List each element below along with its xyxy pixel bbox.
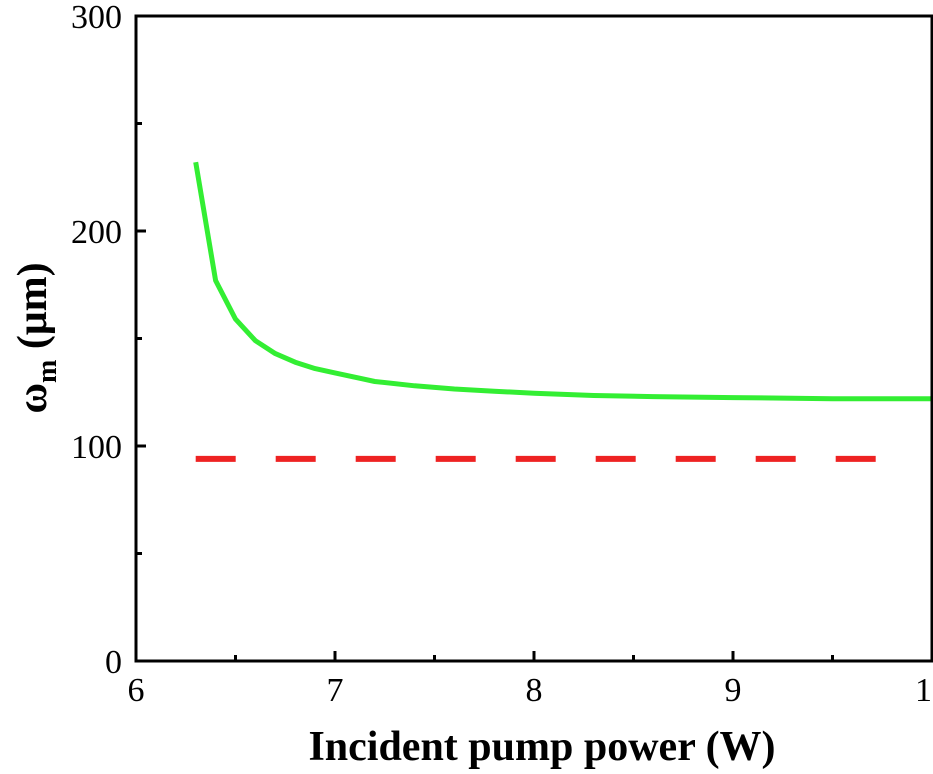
y-axis-symbol: ω <box>10 383 56 414</box>
plot-frame <box>134 14 933 663</box>
series-layer <box>193 161 932 462</box>
y-axis-unit: (μm) <box>10 262 56 359</box>
y-axis-title: ωm (μm) <box>10 262 63 413</box>
y-tick-label: 0 <box>105 644 122 681</box>
x-tick-label: 6 <box>128 672 145 709</box>
y-tick-label: 300 <box>71 0 122 36</box>
labels-layer: 6789100100200300 <box>71 0 933 709</box>
mode-radius-line <box>193 161 932 402</box>
x-tick-label: 8 <box>526 672 543 709</box>
y-tick-label: 200 <box>71 214 122 251</box>
x-tick-label: 9 <box>725 672 742 709</box>
x-tick-label: 7 <box>327 672 344 709</box>
y-axis-subscript: m <box>32 360 63 383</box>
y-tick-label: 100 <box>71 429 122 466</box>
x-tick-label: 10 <box>915 672 933 709</box>
x-axis-title: Incident pump power (W) <box>308 724 775 770</box>
